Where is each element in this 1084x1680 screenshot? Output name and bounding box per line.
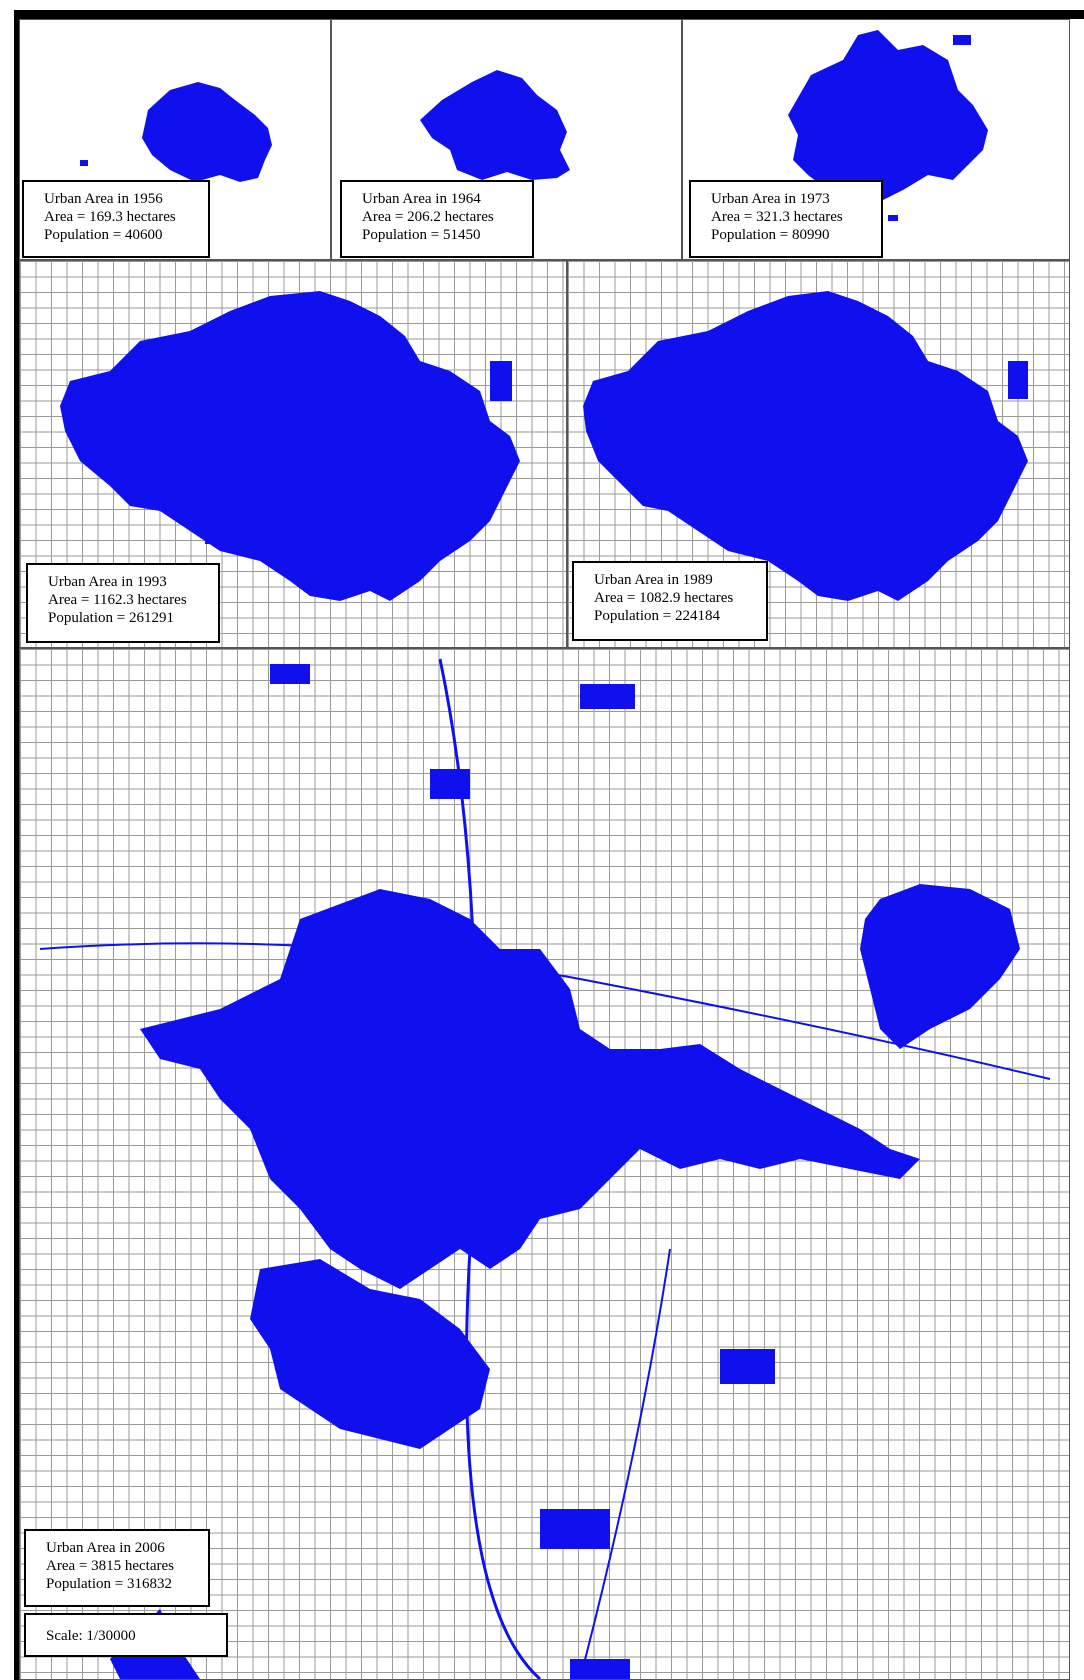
label-1989-area: Area = 1082.9 hectares <box>594 590 734 606</box>
label-2006-title: Urban Area in 2006 <box>46 1540 165 1556</box>
map-panel-1964: Urban Area in 1964 Area = 206.2 hectares… <box>331 19 682 260</box>
label-1973-area: Area = 321.3 hectares <box>711 209 843 225</box>
urban-area-1989-shape <box>583 291 1028 601</box>
label-2006-population: Population = 316832 <box>46 1576 172 1592</box>
label-1956-title: Urban Area in 1956 <box>44 191 163 207</box>
label-1989-population: Population = 224184 <box>594 608 720 624</box>
label-1989: Urban Area in 1989 Area = 1082.9 hectare… <box>572 561 768 641</box>
urban-area-1973-shape <box>788 30 988 221</box>
map-panel-1973: Urban Area in 1973 Area = 321.3 hectares… <box>682 19 1070 260</box>
label-2006: Urban Area in 2006 Area = 3815 hectares … <box>24 1529 210 1607</box>
label-1993-population: Population = 261291 <box>48 610 174 626</box>
label-1973: Urban Area in 1973 Area = 321.3 hectares… <box>689 180 883 258</box>
label-1989-title: Urban Area in 1989 <box>594 572 713 588</box>
urban-area-1964-shape <box>420 70 570 180</box>
label-1956-population: Population = 40600 <box>44 227 163 243</box>
scale-text: Scale: 1/30000 <box>46 1628 136 1644</box>
scale-label: Scale: 1/30000 <box>24 1613 228 1657</box>
label-1973-population: Population = 80990 <box>711 227 830 243</box>
label-1964: Urban Area in 1964 Area = 206.2 hectares… <box>340 180 534 258</box>
urban-area-2006-shape <box>39 658 1051 1679</box>
label-1993-area: Area = 1162.3 hectares <box>48 592 187 608</box>
map-panel-1989: Urban Area in 1989 Area = 1082.9 hectare… <box>567 260 1070 648</box>
label-1993-title: Urban Area in 1993 <box>48 574 167 590</box>
label-1993: Urban Area in 1993 Area = 1162.3 hectare… <box>26 563 220 643</box>
urban-area-1956-shape <box>80 82 272 182</box>
label-1964-title: Urban Area in 1964 <box>362 191 481 207</box>
label-1964-population: Population = 51450 <box>362 227 481 243</box>
urban-area-1993-shape <box>60 291 520 601</box>
label-1964-area: Area = 206.2 hectares <box>362 209 494 225</box>
map-panel-2006: Urban Area in 2006 Area = 3815 hectares … <box>19 648 1070 1680</box>
label-1956: Urban Area in 1956 Area = 169.3 hectares… <box>22 180 210 258</box>
map-panel-1993: Urban Area in 1993 Area = 1162.3 hectare… <box>19 260 567 648</box>
map-panel-1956: Urban Area in 1956 Area = 169.3 hectares… <box>19 19 331 260</box>
label-2006-area: Area = 3815 hectares <box>46 1558 174 1574</box>
label-1973-title: Urban Area in 1973 <box>711 191 830 207</box>
label-1956-area: Area = 169.3 hectares <box>44 209 176 225</box>
